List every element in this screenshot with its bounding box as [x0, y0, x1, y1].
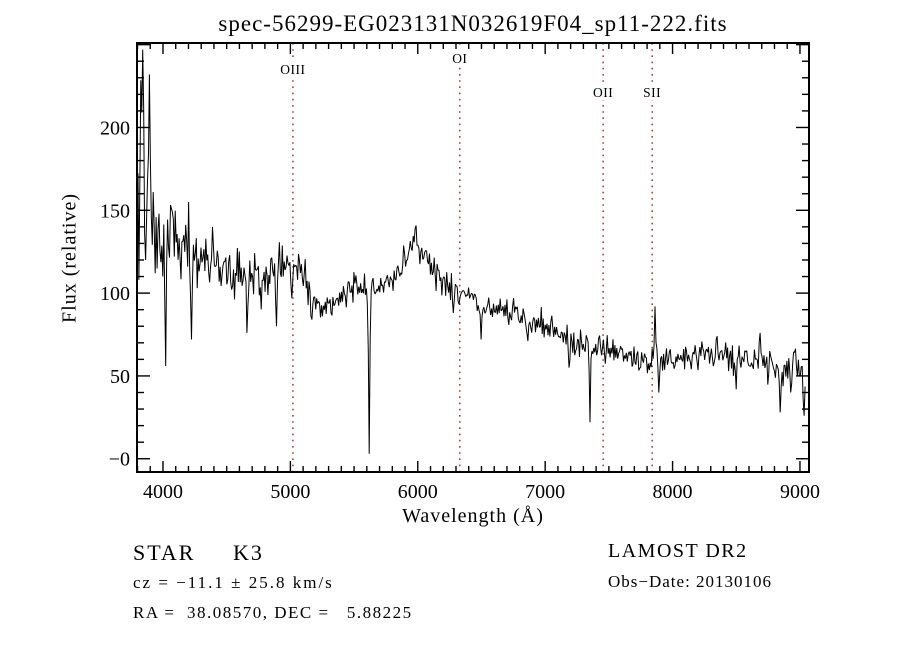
line-marker-label-bg [448, 49, 472, 66]
cz-velocity-label: cz = −11.1 ± 25.8 km/s [133, 573, 334, 592]
x-tick-label: 5000 [270, 481, 310, 503]
x-tick-label: 7000 [525, 481, 565, 503]
spectrum-plot: 4000 5000 6000 7000 8000 9000 −0 50 100 150 200 OII… [100, 42, 820, 503]
plot-title: spec-56299-EG023131N032619F04_sp11-222.f… [218, 11, 728, 36]
tick-labels: 4000 5000 6000 7000 8000 9000 −0 50 100 150 200 [100, 117, 820, 503]
obs-date-label: Obs−Date: 20130106 [608, 572, 773, 591]
line-marker-label-bg [587, 83, 619, 100]
object-class-label: STAR K3 [133, 540, 264, 565]
x-axis-label: Wavelength (Å) [402, 505, 544, 527]
line-marker-label-bg [636, 83, 668, 100]
line-marker-label-bg [272, 60, 313, 77]
spectrum-trace [136, 49, 806, 454]
line-marker-label: OIII [280, 62, 305, 77]
plot-frame [136, 42, 810, 473]
line-marker-label: OII [593, 85, 613, 100]
y-tick-label: 150 [100, 200, 130, 222]
y-tick-label: 100 [100, 283, 130, 305]
x-tick-label: 9000 [780, 481, 820, 503]
x-tick-label: 4000 [143, 481, 183, 503]
x-tick-label: 6000 [398, 481, 438, 503]
y-tick-label: 200 [100, 117, 130, 139]
y-tick-label: 50 [110, 366, 130, 388]
y-axis-label: Flux (relative) [58, 193, 81, 323]
line-marker-label: SII [643, 85, 661, 100]
axis-ticks [136, 43, 809, 472]
line-marker-label: OI [452, 51, 467, 66]
line-markers [292, 43, 653, 472]
survey-label: LAMOST DR2 [608, 540, 748, 562]
line-marker-labels: OIII OI OII SII [272, 49, 668, 100]
y-tick-label: −0 [109, 449, 130, 471]
x-tick-label: 8000 [653, 481, 693, 503]
ra-dec-label: RA = 38.08570, DEC = 5.88225 [133, 603, 413, 622]
